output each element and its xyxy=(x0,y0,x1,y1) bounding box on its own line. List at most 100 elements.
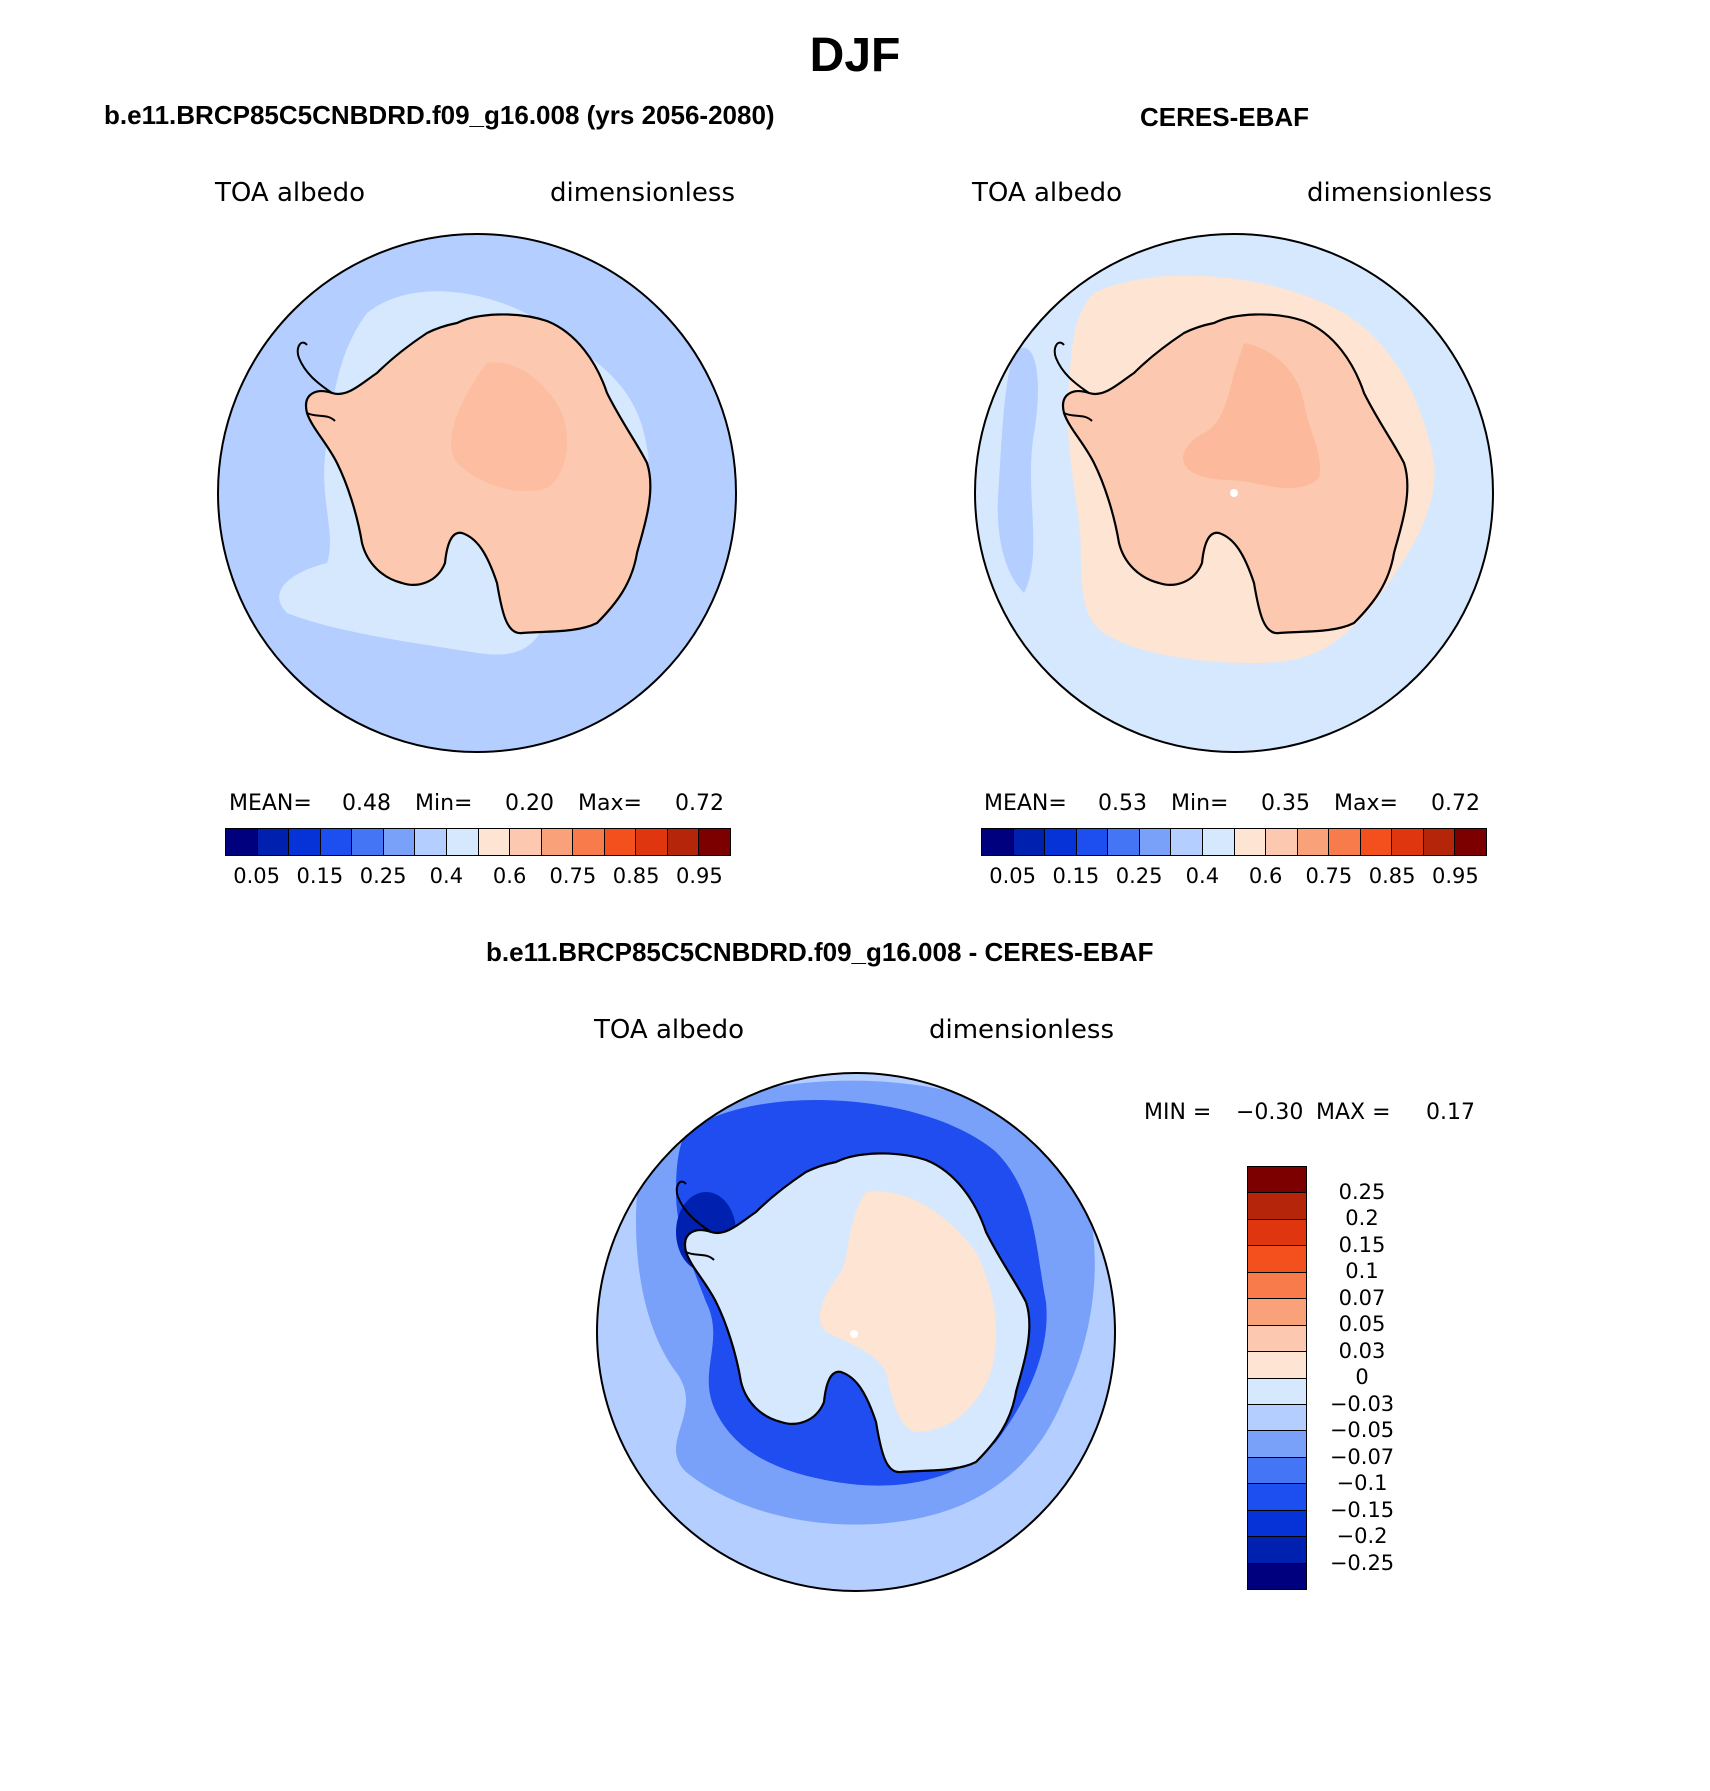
panel-1-colorbar-swatch xyxy=(541,829,574,855)
panel-3-colorbar-swatch xyxy=(1248,1246,1306,1273)
panel-2-colorbar-swatch xyxy=(1329,829,1361,855)
panel-2-colorbar-ticks: 0.05 0.15 0.25 0.4 0.6 0.75 0.85 0.95 xyxy=(981,864,1487,890)
panel-2-colorbar-swatch xyxy=(1360,829,1393,855)
panel-2-colorbar-swatch xyxy=(1455,829,1486,855)
panel-3-colorbar-swatch xyxy=(1248,1563,1306,1589)
panel-3-colorbar-swatch xyxy=(1248,1510,1306,1538)
panel-1-min-label: Min= xyxy=(415,791,473,816)
panel-1-mean-value: 0.48 xyxy=(342,791,391,816)
panel-2-colorbar xyxy=(981,828,1487,856)
panel-3-colorbar-tick-label: 0.2 xyxy=(1345,1206,1379,1230)
panel-1-plateau xyxy=(451,362,567,492)
panel-2-max-label: Max= xyxy=(1334,791,1398,816)
panel-1-colorbar-swatch xyxy=(604,829,637,855)
panel-1-colorbar-swatch xyxy=(478,829,511,855)
panel-2-colorbar-swatch xyxy=(1139,829,1172,855)
panel-2-colorbar-tick-label: 0.15 xyxy=(1052,864,1100,888)
panel-2-colorbar-swatch xyxy=(1234,829,1267,855)
panel-1-colorbar-swatch xyxy=(667,829,700,855)
panel-1-colorbar-tick-label: 0.85 xyxy=(612,864,660,888)
panel-3-colorbar-swatch xyxy=(1248,1167,1306,1194)
panel-1-mean-label: MEAN= xyxy=(229,791,312,816)
panel-3-colorbar-swatch xyxy=(1248,1193,1306,1220)
panel-2-colorbar-swatch xyxy=(1266,829,1298,855)
panel-1-map xyxy=(217,233,737,753)
panel-2-peninsula xyxy=(1053,341,1093,422)
panel-3-colorbar-tick-label: 0.15 xyxy=(1338,1232,1386,1257)
panel-1-colorbar-swatch xyxy=(383,829,416,855)
panel-3-colorbar-swatch xyxy=(1248,1272,1306,1300)
panel-1-coastline xyxy=(304,313,652,635)
panel-2-colorbar-tick-label: 0.6 xyxy=(1248,864,1283,888)
panel-2-colorbar-swatch xyxy=(1076,829,1109,855)
panel-1-colorbar-swatch xyxy=(446,829,479,855)
panel-2-colorbar-swatch xyxy=(1045,829,1077,855)
panel-1-colorbar-tick-label: 0.25 xyxy=(359,864,407,888)
panel-3-positive-area xyxy=(819,1191,996,1432)
panel-2-colorbar-swatch xyxy=(1013,829,1046,855)
panel-3-colorbar-swatch xyxy=(1248,1457,1306,1485)
panel-2-min-value: 0.35 xyxy=(1261,791,1310,816)
panel-3-colorbar-swatch xyxy=(1248,1378,1306,1405)
panel-2-colorbar-swatch xyxy=(1202,829,1235,855)
panel-1-colorbar-tick-label: 0.15 xyxy=(296,864,344,888)
panel-3-colorbar-tick-label: −0.05 xyxy=(1329,1418,1395,1442)
panel-2-colorbar-tick-label: 0.85 xyxy=(1368,864,1416,888)
panel-2-colorbar-tick-label: 0.75 xyxy=(1305,864,1353,888)
panel-2-colorbar-swatch xyxy=(1392,829,1424,855)
panel-3-colorbar xyxy=(1247,1166,1307,1590)
panel-2-colorbar-swatch xyxy=(1108,829,1140,855)
panel-1-units-label: dimensionless xyxy=(550,178,735,208)
panel-2-colorbar-tick-label: 0.4 xyxy=(1185,864,1220,888)
panel-3-colorbar-swatch xyxy=(1248,1484,1306,1511)
panel-3-units-label: dimensionless xyxy=(929,1015,1114,1045)
panel-3-colorbar-swatch xyxy=(1248,1404,1306,1432)
panel-3-map xyxy=(596,1072,1116,1592)
panel-1-max-value: 0.72 xyxy=(675,791,724,816)
panel-1-max-label: Max= xyxy=(578,791,642,816)
panel-1-colorbar-swatch xyxy=(415,829,447,855)
panel-3-colorbar-swatch xyxy=(1248,1299,1306,1326)
panel-3-max-value: 0.17 xyxy=(1426,1100,1475,1125)
panel-1-colorbar-swatch xyxy=(320,829,353,855)
panel-2-title: CERES-EBAF xyxy=(1140,102,1310,132)
panel-3-colorbar-tick-label: 0.1 xyxy=(1345,1259,1379,1283)
panel-1-peninsula xyxy=(296,341,336,422)
panel-1-colorbar-tick-label: 0.4 xyxy=(429,864,464,888)
panel-2-max-value: 0.72 xyxy=(1431,791,1480,816)
panel-3-colorbar-tick-label: 0.03 xyxy=(1338,1338,1386,1363)
panel-1-colorbar-swatch xyxy=(257,829,290,855)
panel-3-colorbar-swatch xyxy=(1248,1325,1306,1353)
panel-2-plateau xyxy=(1183,343,1321,488)
panel-1-colorbar-ticks: 0.05 0.15 0.25 0.4 0.6 0.75 0.85 0.95 xyxy=(225,864,731,890)
panel-2-ocean-west-band xyxy=(997,347,1038,593)
panel-2-map xyxy=(974,233,1494,753)
panel-1-colorbar-tick-label: 0.6 xyxy=(492,864,527,888)
panel-2-colorbar-tick-label: 0.95 xyxy=(1431,864,1479,888)
panel-2-units-label: dimensionless xyxy=(1307,178,1492,208)
panel-1-colorbar-tick-label: 0.75 xyxy=(549,864,597,888)
panel-3-colorbar-ticks: 0.25 0.2 0.15 0.1 0.07 0.05 0.03 0 −0.03 −0.05 −0.… xyxy=(1312,1166,1412,1590)
panel-1-variable-label: TOA albedo xyxy=(215,178,366,208)
panel-3-colorbar-swatch xyxy=(1248,1431,1306,1458)
panel-3-colorbar-tick-label: −0.2 xyxy=(1336,1524,1388,1548)
panel-1-colorbar xyxy=(225,828,731,856)
panel-3-colorbar-tick-label: 0.05 xyxy=(1338,1312,1386,1336)
panel-2-min-label: Min= xyxy=(1171,791,1229,816)
panel-3-colorbar-swatch xyxy=(1248,1352,1306,1379)
panel-3-min-label: MIN = xyxy=(1144,1100,1212,1125)
panel-3-colorbar-swatch xyxy=(1248,1537,1306,1564)
panel-3-pole-marker xyxy=(850,1330,858,1338)
panel-3-colorbar-swatch xyxy=(1248,1219,1306,1247)
panel-2-pole-marker xyxy=(1230,489,1238,497)
panel-1-colorbar-swatch xyxy=(573,829,605,855)
panel-2-mean-label: MEAN= xyxy=(984,791,1067,816)
panel-2-coastline xyxy=(1061,313,1409,635)
panel-1-colorbar-swatch xyxy=(226,829,258,855)
panel-3-min-value: −0.30 xyxy=(1236,1100,1304,1125)
panel-3-colorbar-tick-label: −0.25 xyxy=(1329,1550,1395,1575)
panel-2-colorbar-swatch xyxy=(1171,829,1203,855)
panel-2-colorbar-tick-label: 0.05 xyxy=(989,864,1036,888)
panel-2-colorbar-tick-label: 0.25 xyxy=(1115,864,1163,888)
panel-3-title: b.e11.BRCP85C5CNBDRD.f09_g16.008 - CERES… xyxy=(486,937,1154,967)
